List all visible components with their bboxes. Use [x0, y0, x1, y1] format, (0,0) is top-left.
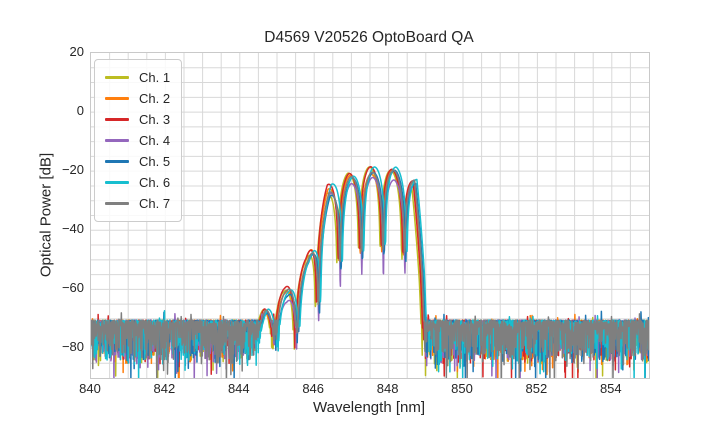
legend-label: Ch. 7	[139, 196, 171, 211]
legend-line-sample	[105, 181, 129, 184]
x-tick-label: 840	[79, 381, 101, 396]
y-tick-label: −40	[61, 221, 84, 237]
legend-label: Ch. 2	[139, 91, 171, 106]
x-tick-label: 842	[153, 381, 176, 396]
x-tick-label: 846	[302, 381, 325, 396]
x-tick-label: 850	[451, 381, 473, 396]
legend-line-sample	[105, 76, 129, 79]
legend-line-sample	[105, 202, 129, 205]
y-tick-label: −60	[61, 280, 84, 296]
legend-item: Ch. 7	[105, 193, 170, 214]
legend-label: Ch. 3	[139, 112, 171, 127]
legend-label: Ch. 5	[139, 154, 171, 169]
plot-area	[90, 52, 650, 379]
legend-item: Ch. 1	[105, 67, 170, 88]
legend-line-sample	[105, 139, 129, 142]
chart-title: D4569 V20526 OptoBoard QA	[264, 29, 474, 46]
x-tick-label: 848	[376, 381, 399, 396]
legend-label: Ch. 4	[139, 133, 171, 148]
legend-line-sample	[105, 97, 129, 100]
legend-item: Ch. 4	[105, 130, 170, 151]
legend-item: Ch. 3	[105, 109, 170, 130]
y-tick-label: 0	[76, 103, 84, 119]
y-tick-label: −80	[61, 339, 84, 355]
x-axis-label: Wavelength [nm]	[313, 399, 425, 416]
legend: Ch. 1 Ch. 2 Ch. 3 Ch. 4 Ch. 5 Ch. 6 Ch. 7	[94, 59, 183, 222]
legend-line-sample	[105, 160, 129, 163]
legend-item: Ch. 2	[105, 88, 170, 109]
legend-label: Ch. 6	[139, 175, 171, 190]
legend-item: Ch. 6	[105, 172, 170, 193]
legend-item: Ch. 5	[105, 151, 170, 172]
legend-line-sample	[105, 118, 129, 121]
x-tick-label: 852	[525, 381, 548, 396]
x-tick-label: 844	[227, 381, 250, 396]
legend-label: Ch. 1	[139, 70, 171, 85]
y-tick-label: −20	[61, 162, 84, 178]
y-tick-label: 20	[69, 44, 84, 59]
spectrum-canvas	[91, 53, 649, 378]
x-tick-label: 854	[599, 381, 622, 396]
